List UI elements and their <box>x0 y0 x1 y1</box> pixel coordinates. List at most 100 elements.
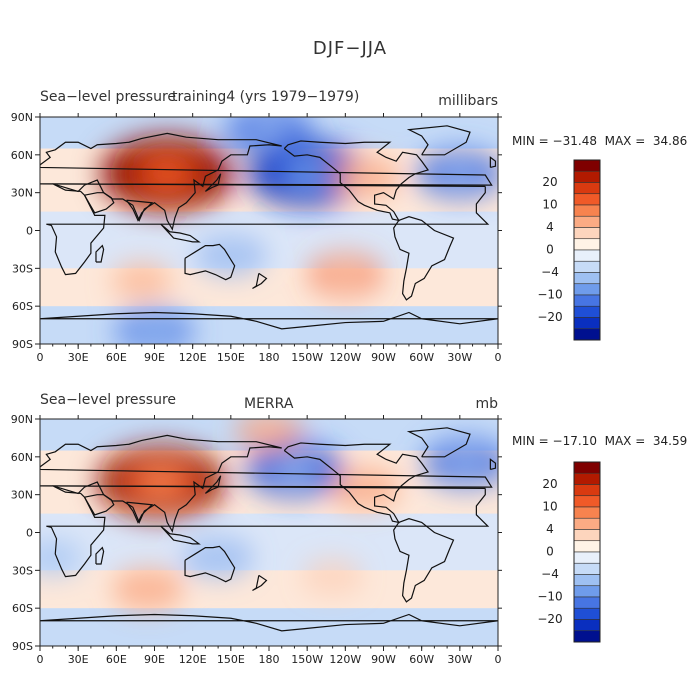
panel2-anomaly-5-level-0 <box>308 563 358 591</box>
panel1-colorbar-frame <box>573 159 601 341</box>
panel1-coastline-9 <box>489 156 497 169</box>
panel2-anomaly-7-level-0 <box>187 540 249 575</box>
panel2-frame <box>39 418 499 647</box>
panel2-anomaly-4-level-2 <box>135 582 161 597</box>
panel1-arctic-band <box>40 117 498 149</box>
panel1-ytick-label: 0 <box>26 225 33 238</box>
panel1-units-label: millibars <box>438 93 498 109</box>
panel1-xtick-label: 180 <box>259 351 280 364</box>
panel1-anomaly-6-level-1 <box>239 117 299 147</box>
panel2-anomaly-1-level-1 <box>261 451 328 488</box>
panel1-xtick-label: 0 <box>495 351 502 364</box>
panel2-coastline-11 <box>160 525 201 545</box>
panel2-ytick-label: 90S <box>12 640 33 653</box>
panel2-anomaly-0-level-2 <box>135 467 186 497</box>
panel2-variable-label: Sea−level pressure <box>40 392 177 408</box>
panel2-coastline-9 <box>489 458 497 471</box>
panel1-colorbar-label: −20 <box>537 310 562 324</box>
panel2-anomaly-3-level-1 <box>342 476 386 501</box>
panel2-colorbar-label: −10 <box>537 590 562 604</box>
panel2-colorbar-swatch <box>573 574 601 587</box>
panel2-coastline-8 <box>40 613 498 632</box>
panel1-coastline-0 <box>40 132 493 231</box>
panel2-xtick-label: 0 <box>37 653 44 666</box>
panel1-stats: MIN = −31.48 MAX = 34.86 <box>512 134 688 148</box>
panel2-coastlines <box>40 427 498 632</box>
panel1-xtick-label: 150W <box>291 351 323 364</box>
panel2-colorbar-swatch <box>573 596 601 609</box>
panel2-tropics-band <box>40 513 498 571</box>
panel2-ytick-label: 30N <box>11 489 33 502</box>
panel2-anomaly-8-level-2 <box>41 551 64 564</box>
panel2-xtick-label: 0 <box>495 653 502 666</box>
panel1-field <box>40 117 498 344</box>
panel2-anomaly-1-level-2 <box>275 458 314 480</box>
panel2-colorbar-swatch <box>573 619 601 632</box>
panel2-coastline-2 <box>84 494 115 516</box>
panel1-ytick-label: 60S <box>12 300 33 313</box>
panel1-anomaly-1-level-1 <box>266 151 348 197</box>
panel1-ytick-label: 60N <box>11 149 33 162</box>
panel1-colorbar-swatch <box>573 170 601 183</box>
panel1-colorbar-label: 10 <box>542 198 557 212</box>
panel2-colorbar-label: 0 <box>546 545 554 559</box>
panel2-units-label: mb <box>475 396 498 412</box>
panel1-anomaly-0-level-2 <box>140 158 194 189</box>
panel2-colorbar-swatch <box>573 472 601 485</box>
panel2-anomaly-2-level-1 <box>436 446 496 480</box>
panel1-ytick-label: 30S <box>12 262 33 275</box>
panel2-anomaly-2-level-0 <box>424 439 498 487</box>
panel2-coastline-5 <box>283 442 430 524</box>
panel2-coastline-3 <box>126 501 154 524</box>
panel1-coastline-6 <box>406 125 471 156</box>
panel2-colorbar-swatch <box>573 484 601 497</box>
panel1-xtick-label: 0 <box>37 351 44 364</box>
panel1-xtick-label: 30W <box>447 351 472 364</box>
panel1-ytick-label: 90S <box>12 338 33 351</box>
panel1-anomaly-5-level-1 <box>122 270 162 292</box>
panel1-colorbar-swatch <box>573 182 601 195</box>
panel1-anomaly-3-level-1 <box>342 165 386 190</box>
panel2-colorbar-swatch <box>573 506 601 519</box>
panel2-xtick-label: 120E <box>179 653 207 666</box>
panel1-xtick-label: 150E <box>217 351 245 364</box>
panel2-xtick-label: 150W <box>291 653 323 666</box>
panel2-anomaly-7-level-1 <box>196 545 240 570</box>
panel2-colorbar-label: −20 <box>537 612 562 626</box>
panel1-anomaly-3-level-0 <box>333 160 396 195</box>
panel2-xtick-label: 30W <box>447 653 472 666</box>
panel2-colorbar-swatch <box>573 607 601 620</box>
panel2-coastline-4 <box>184 545 236 583</box>
panel2-colorbar-label: 10 <box>542 500 557 514</box>
panel1-colorbar-swatch <box>573 227 601 240</box>
panel1-colorbar-label: −10 <box>537 288 562 302</box>
panel2-anomaly-6-level-2 <box>256 424 282 439</box>
panel2-anomaly-0-level-1 <box>116 457 205 507</box>
panel1-coastline-3 <box>126 199 154 222</box>
panel1-colorbar-swatch <box>573 238 601 251</box>
panel1-colorbar-swatch <box>573 294 601 307</box>
panel1-colorbar-swatch <box>573 193 601 206</box>
panel1-xtick-label: 90W <box>371 351 396 364</box>
panel2-anomaly-5-level-2 <box>322 571 343 583</box>
panel2-ytick-label: 60N <box>11 451 33 464</box>
panel2-coastline-10 <box>204 475 222 494</box>
panel1-coastline-5 <box>283 140 430 222</box>
panel1-colorbar-swatch <box>573 283 601 296</box>
panel1-coastline-11 <box>160 223 201 243</box>
panel2-xtick-label: 30E <box>68 653 89 666</box>
panel1-colorbar-swatch <box>573 260 601 273</box>
panel2-coastline-1 <box>40 485 490 578</box>
panel2-anomaly-6-level-0 <box>238 419 300 449</box>
panel2-colorbar-swatch <box>573 495 601 508</box>
panel2-anomaly-8-level-1 <box>40 546 73 569</box>
panel1-colorbar-label: 20 <box>542 175 557 189</box>
panel1-colorbar-swatch <box>573 317 601 330</box>
panel2-coastline-6 <box>406 427 471 458</box>
panel2-anomaly-4-level-0 <box>117 572 179 607</box>
panel1-colorbar-swatch <box>573 159 601 172</box>
panel1-anomaly-0-level-1 <box>121 147 214 200</box>
panel2-colorbar-swatch <box>573 585 601 598</box>
panel1-anomaly-7-level-0 <box>200 238 262 273</box>
